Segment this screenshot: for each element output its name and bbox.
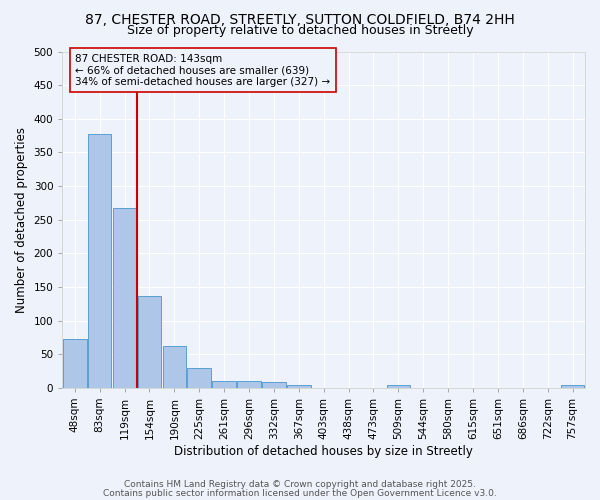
Bar xyxy=(187,368,211,388)
Bar xyxy=(262,382,286,388)
Text: Size of property relative to detached houses in Streetly: Size of property relative to detached ho… xyxy=(127,24,473,37)
Bar xyxy=(561,385,584,388)
Bar xyxy=(212,381,236,388)
Bar xyxy=(237,381,261,388)
Bar xyxy=(163,346,186,388)
Bar xyxy=(137,296,161,388)
Text: 87 CHESTER ROAD: 143sqm
← 66% of detached houses are smaller (639)
34% of semi-d: 87 CHESTER ROAD: 143sqm ← 66% of detache… xyxy=(75,54,331,86)
Bar xyxy=(386,385,410,388)
Bar xyxy=(63,338,86,388)
Bar xyxy=(113,208,136,388)
Text: Contains public sector information licensed under the Open Government Licence v3: Contains public sector information licen… xyxy=(103,489,497,498)
X-axis label: Distribution of detached houses by size in Streetly: Distribution of detached houses by size … xyxy=(174,444,473,458)
Bar xyxy=(88,134,112,388)
Text: 87, CHESTER ROAD, STREETLY, SUTTON COLDFIELD, B74 2HH: 87, CHESTER ROAD, STREETLY, SUTTON COLDF… xyxy=(85,12,515,26)
Y-axis label: Number of detached properties: Number of detached properties xyxy=(15,126,28,312)
Bar xyxy=(287,385,311,388)
Text: Contains HM Land Registry data © Crown copyright and database right 2025.: Contains HM Land Registry data © Crown c… xyxy=(124,480,476,489)
